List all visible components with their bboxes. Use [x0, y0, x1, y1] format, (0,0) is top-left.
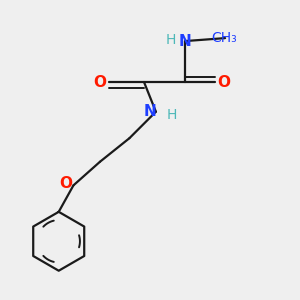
Text: H: H	[167, 108, 178, 122]
Text: N: N	[143, 104, 156, 119]
Text: O: O	[59, 176, 72, 191]
Text: H: H	[166, 33, 176, 46]
Text: CH₃: CH₃	[211, 31, 237, 44]
Text: O: O	[217, 75, 230, 90]
Text: N: N	[179, 34, 192, 49]
Text: O: O	[93, 75, 106, 90]
